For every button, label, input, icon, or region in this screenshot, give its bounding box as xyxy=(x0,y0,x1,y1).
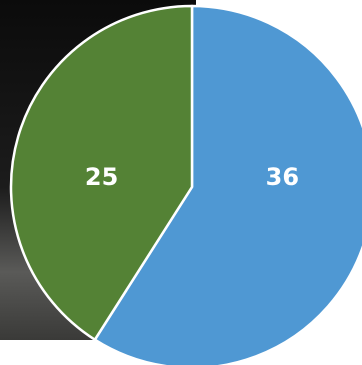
pie: 36 25 xyxy=(9,4,362,365)
data-label: 36 xyxy=(266,163,299,191)
data-label: 25 xyxy=(85,163,118,191)
pie-slice xyxy=(93,4,362,365)
pie-slice xyxy=(9,4,194,341)
